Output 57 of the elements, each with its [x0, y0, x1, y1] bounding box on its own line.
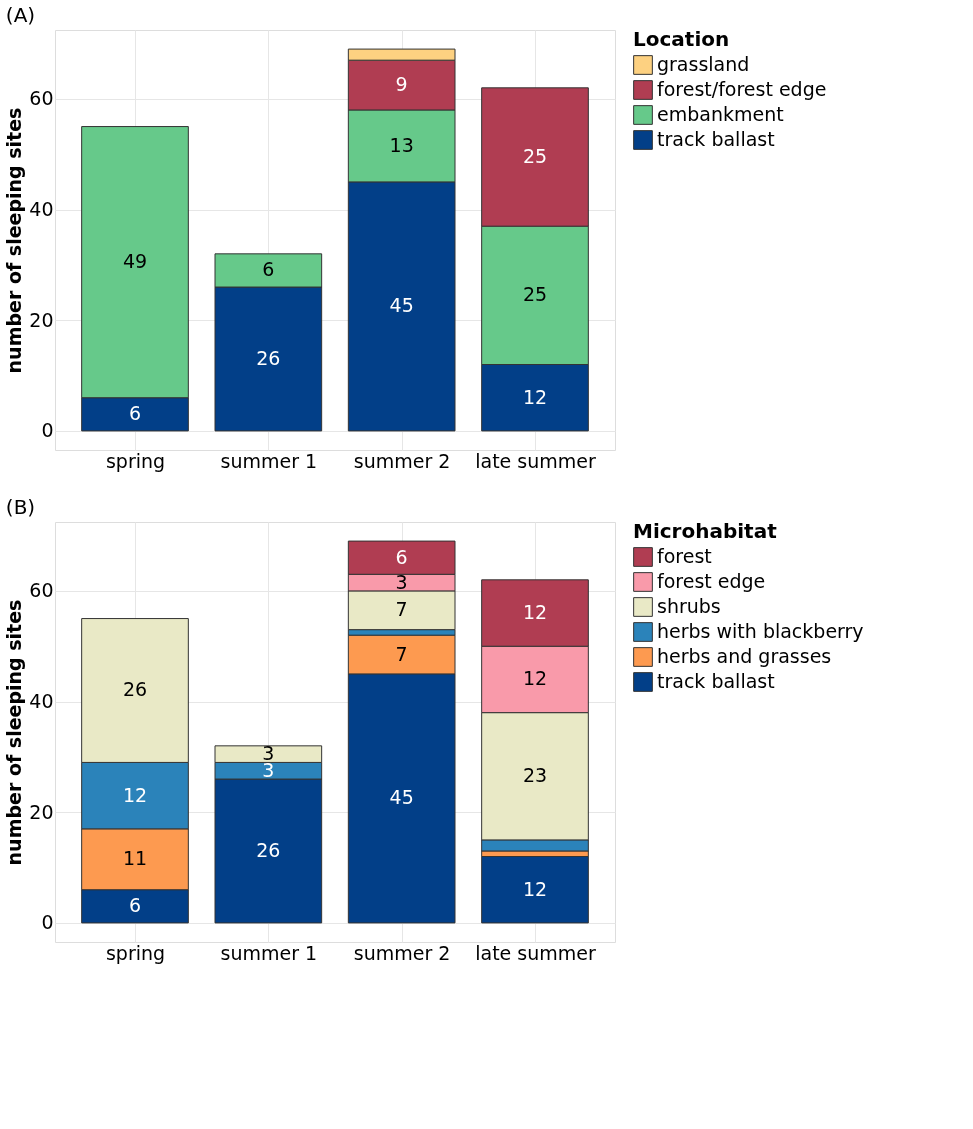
y-axis-title: number of sleeping sites: [3, 107, 26, 374]
data-label: 6: [395, 545, 408, 568]
data-label: 11: [122, 847, 148, 870]
legend-label: track ballast: [657, 128, 775, 150]
x-tick-label: summer 2: [353, 941, 451, 964]
data-label: 6: [128, 402, 142, 425]
data-label: 45: [389, 786, 414, 809]
legend-label: forest/forest edge: [657, 78, 827, 100]
legend-label: shrubs: [657, 595, 721, 617]
legend-label: herbs and grasses: [657, 645, 832, 667]
data-label: 6: [262, 258, 275, 281]
data-label: 12: [522, 877, 548, 900]
data-label: 13: [389, 133, 414, 156]
data-label: 12: [522, 601, 548, 624]
x-tick-label: spring: [105, 449, 166, 472]
x-tick-label: summer 1: [220, 449, 318, 472]
bar: [481, 856, 589, 924]
legend-label: grassland: [657, 53, 750, 75]
x-tick-label: summer 2: [353, 449, 451, 472]
x-tick-label: spring: [105, 941, 166, 964]
y-tick-label: 40: [29, 198, 54, 221]
x-tick-label: late summer: [475, 941, 596, 964]
legend-label: herbs with blackberry: [657, 620, 864, 642]
y-tick-label: 20: [29, 308, 54, 331]
data-label: 45: [389, 294, 414, 317]
data-label: 26: [256, 838, 281, 861]
data-label: 26: [256, 346, 281, 369]
data-label: 12: [522, 667, 548, 690]
data-label: 3: [395, 570, 408, 593]
chart-title: (A): [5, 3, 36, 27]
legend-title: Location: [633, 27, 730, 51]
data-label: 49: [122, 250, 148, 273]
x-tick-label: late summer: [475, 449, 596, 472]
data-label: 6: [128, 894, 142, 917]
data-label: 12: [122, 783, 148, 806]
legend-label: track ballast: [657, 670, 775, 692]
data-label: 7: [395, 642, 408, 665]
legend-title: Microhabitat: [633, 519, 778, 543]
data-label: 25: [522, 145, 548, 167]
y-tick-label: 40: [29, 690, 54, 713]
y-tick-label: 20: [29, 800, 54, 823]
data-label: 26: [122, 678, 148, 701]
y-tick-label: 0: [41, 419, 54, 442]
chart-title: (B): [5, 495, 36, 519]
y-tick-label: 60: [29, 87, 54, 110]
data-label: 25: [522, 283, 548, 306]
legend-label: embankment: [657, 103, 784, 125]
legend-label: forest: [657, 545, 712, 567]
y-tick-label: 60: [29, 579, 54, 602]
x-tick-label: summer 1: [220, 941, 318, 964]
y-axis-title: number of sleeping sites: [3, 599, 26, 866]
data-label: 7: [395, 598, 408, 621]
legend-label: forest edge: [657, 570, 766, 592]
data-label: 23: [522, 764, 548, 787]
data-label: 12: [522, 385, 548, 408]
y-tick-label: 0: [41, 911, 54, 934]
data-label: 9: [395, 73, 408, 96]
